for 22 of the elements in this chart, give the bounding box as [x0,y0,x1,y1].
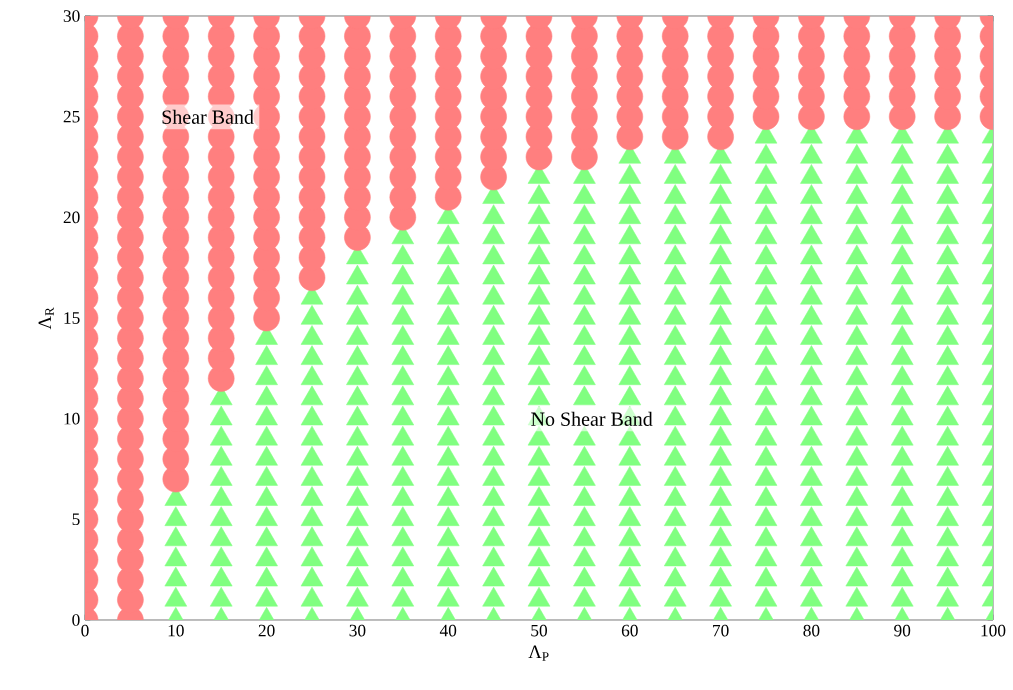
x-tick-label: 100 [981,624,1006,637]
x-tick-label: 0 [81,624,89,637]
x-tick-label: 80 [803,624,820,637]
x-axis-title: Λ$_{P}$ [528,645,549,661]
annotation: Shear Band [162,109,254,124]
y-tick-label: 15 [64,312,80,324]
x-tick-label: 30 [349,624,366,637]
x-tick-label: 40 [439,624,457,637]
y-tick-label: 5 [72,513,80,526]
y-tick-label: 20 [63,211,80,224]
x-tick-label: 70 [713,624,729,637]
x-tick-label: 20 [258,624,275,637]
y-tick-label: 10 [64,412,80,425]
y-axis-title: Λ$_{R}$ [38,307,54,330]
y-tick-label: 30 [63,10,80,22]
y-tick-label: 25 [63,110,80,123]
y-tick-label: 0 [72,614,80,626]
x-tick-label: 50 [531,624,548,637]
annotation: No Shear Band [531,411,653,426]
x-tick-label: 10 [168,624,184,637]
x-tick-label: 90 [894,624,911,637]
x-tick-label: 60 [621,624,638,637]
